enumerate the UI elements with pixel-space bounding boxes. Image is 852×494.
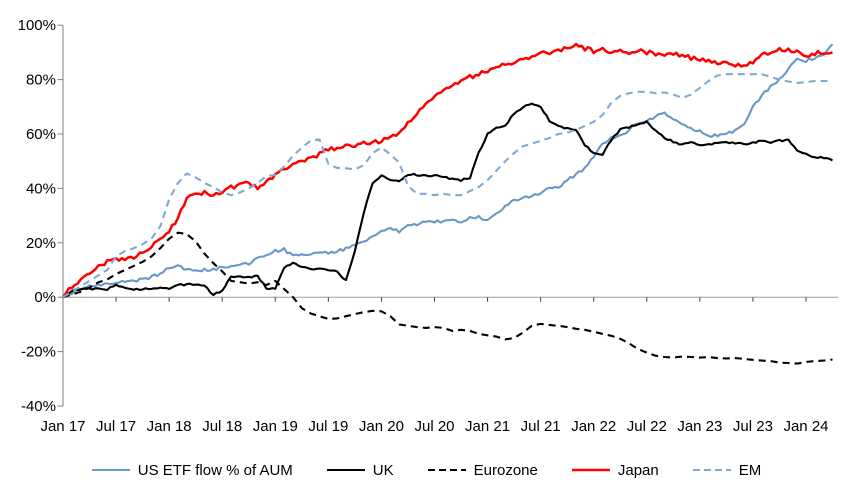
legend-item-us: US ETF flow % of AUM: [91, 462, 293, 479]
legend-label-us: US ETF flow % of AUM: [137, 461, 293, 479]
legend-swatch-japan: [571, 468, 610, 472]
plot-area: 100% 80% 60% 40% 20% 0% -20% -40% Jan 17 Jul 17 Ja…: [18, 17, 838, 435]
legend-swatch-em: [692, 468, 731, 472]
x-tick-label: Jan 22: [571, 418, 616, 435]
y-tick-label: 80%: [26, 72, 56, 89]
y-tick-label: 100%: [18, 17, 56, 34]
x-tick-label: Jul 19: [308, 418, 348, 435]
series-line-us: [62, 43, 834, 298]
x-tick-label: Jan 21: [465, 418, 510, 435]
series-line-em: [62, 73, 833, 299]
series-line-japan: [62, 42, 833, 298]
legend-label-japan: Japan: [617, 461, 659, 479]
x-tick-label: Jul 18: [202, 418, 242, 435]
y-tick-label: -20%: [21, 344, 56, 361]
legend-label-eurozone: Eurozone: [473, 461, 538, 479]
series-line-eurozone: [62, 231, 833, 365]
legend-label-uk: UK: [372, 461, 394, 479]
x-tick-label: Jan 24: [783, 418, 828, 435]
x-tick-label: Jul 20: [414, 418, 454, 435]
legend-item-eurozone: Eurozone: [427, 462, 538, 479]
series-line-uk: [62, 102, 833, 298]
x-tick-label: Jan 18: [147, 418, 192, 435]
legend-swatch-eurozone: [427, 468, 466, 472]
chart-svg: 100% 80% 60% 40% 20% 0% -20% -40% Jan 17 Jul 17 Ja…: [18, 17, 838, 435]
legend-item-japan: Japan: [571, 462, 659, 479]
y-tick-label: 0%: [34, 289, 56, 306]
x-tick-label: Jul 23: [733, 418, 773, 435]
x-tick-label: Jul 17: [96, 418, 136, 435]
legend-swatch-us: [91, 468, 130, 472]
legend-item-em: EM: [692, 461, 762, 479]
x-tick-label: Jul 22: [627, 418, 667, 435]
y-tick-label: 40%: [26, 180, 56, 197]
y-tick-label: 60%: [26, 126, 56, 143]
legend-label-em: EM: [738, 461, 762, 479]
x-tick-label: Jan 17: [40, 418, 85, 435]
x-tick-label: Jan 23: [677, 418, 722, 435]
chart-legend: US ETF flow % of AUM UK Eurozone Japan EM: [0, 452, 852, 488]
y-tick-label: -40%: [21, 398, 56, 415]
x-tick-label: Jul 21: [521, 418, 561, 435]
x-tick-label: Jan 20: [359, 418, 404, 435]
x-tick-label: Jan 19: [253, 418, 298, 435]
legend-item-uk: UK: [326, 462, 394, 479]
legend-swatch-uk: [326, 468, 365, 472]
y-tick-label: 20%: [26, 235, 56, 252]
